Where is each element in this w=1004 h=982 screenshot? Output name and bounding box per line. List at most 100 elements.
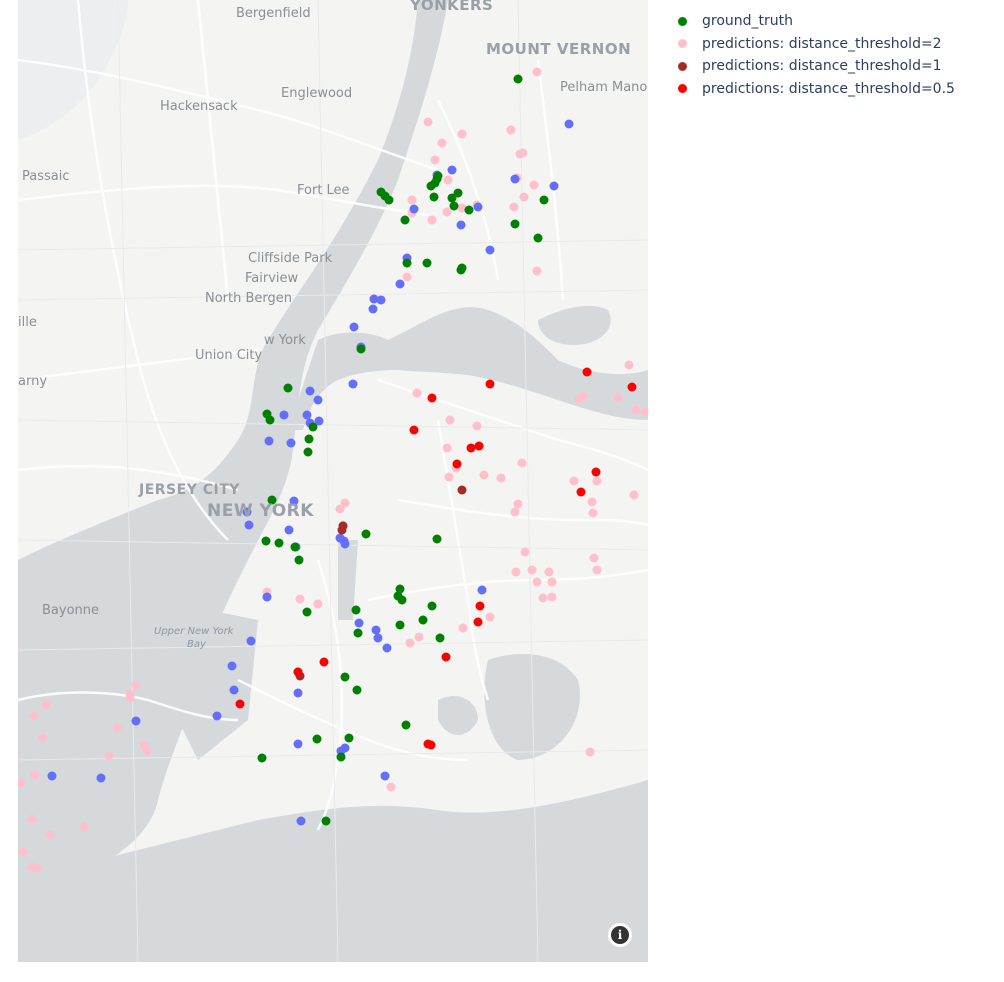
ground-truth-marker[interactable] [265,415,275,425]
threshold-2-marker[interactable] [405,638,415,648]
threshold-2-marker[interactable] [437,138,447,148]
threshold-2-marker[interactable] [79,822,89,832]
ground-truth-marker[interactable] [401,720,411,730]
threshold-2-marker[interactable] [112,723,122,733]
blue-marker[interactable] [369,294,379,304]
ground-truth-marker[interactable] [294,555,304,565]
blue-marker[interactable] [564,119,574,129]
threshold-2-marker[interactable] [518,148,528,158]
blue-marker[interactable] [229,685,239,695]
threshold-2-marker[interactable] [414,632,424,642]
blue-marker[interactable] [227,661,237,671]
ground-truth-marker[interactable] [308,422,318,432]
ground-truth-marker[interactable] [257,753,267,763]
blue-marker[interactable] [262,592,272,602]
threshold-2-marker[interactable] [386,782,396,792]
legend-item-threshold-2[interactable]: predictions: distance_threshold=2 [676,33,955,56]
ground-truth-marker[interactable] [303,447,313,457]
blue-marker[interactable] [510,174,520,184]
blue-marker[interactable] [339,536,349,546]
ground-truth-marker[interactable] [283,383,293,393]
threshold-2-marker[interactable] [588,508,598,518]
threshold-2-marker[interactable] [538,593,548,603]
threshold-2-marker[interactable] [529,180,539,190]
blue-marker[interactable] [96,773,106,783]
threshold-2-marker[interactable] [45,830,55,840]
threshold-0-5-marker[interactable] [576,487,586,497]
ground-truth-marker[interactable] [340,672,350,682]
blue-marker[interactable] [380,771,390,781]
threshold-2-marker[interactable] [520,547,530,557]
ground-truth-marker[interactable] [402,258,412,268]
ground-truth-marker[interactable] [510,219,520,229]
blue-marker[interactable] [549,181,559,191]
blue-marker[interactable] [242,507,252,517]
ground-truth-marker[interactable] [395,620,405,630]
threshold-2-marker[interactable] [496,473,506,483]
ground-truth-marker[interactable] [427,601,437,611]
blue-marker[interactable] [305,386,315,396]
threshold-2-marker[interactable] [457,203,467,213]
ground-truth-marker[interactable] [274,538,284,548]
threshold-0-5-marker[interactable] [582,367,592,377]
blue-marker[interactable] [456,220,466,230]
ground-truth-marker[interactable] [447,193,457,203]
threshold-2-marker[interactable] [29,711,39,721]
threshold-2-marker[interactable] [104,751,114,761]
threshold-0-5-marker[interactable] [235,699,245,709]
threshold-2-marker[interactable] [613,393,623,403]
threshold-1-marker[interactable] [337,525,347,535]
threshold-2-marker[interactable] [295,594,305,604]
blue-marker[interactable] [289,496,299,506]
blue-marker[interactable] [286,438,296,448]
ground-truth-marker[interactable] [435,633,445,643]
ground-truth-marker[interactable] [432,174,442,184]
blue-marker[interactable] [264,436,274,446]
threshold-2-marker[interactable] [547,577,557,587]
ground-truth-marker[interactable] [304,434,314,444]
threshold-0-5-marker[interactable] [441,652,451,662]
threshold-0-5-marker[interactable] [409,425,419,435]
blue-marker[interactable] [473,202,483,212]
threshold-2-marker[interactable] [335,504,345,514]
blue-marker[interactable] [477,585,487,595]
threshold-2-marker[interactable] [547,592,557,602]
threshold-2-marker[interactable] [513,499,523,509]
threshold-2-marker[interactable] [407,195,417,205]
threshold-2-marker[interactable] [458,623,468,633]
threshold-0-5-marker[interactable] [466,443,476,453]
threshold-0-5-marker[interactable] [485,379,495,389]
ground-truth-marker[interactable] [513,74,523,84]
ground-truth-marker[interactable] [464,205,474,215]
legend-item-threshold-1[interactable]: predictions: distance_threshold=1 [676,55,955,78]
blue-marker[interactable] [340,743,350,753]
ground-truth-marker[interactable] [267,495,277,505]
threshold-2-marker[interactable] [427,215,437,225]
threshold-2-marker[interactable] [532,266,542,276]
blue-marker[interactable] [376,295,386,305]
ground-truth-marker[interactable] [302,607,312,617]
threshold-2-marker[interactable] [30,770,40,780]
ground-truth-marker[interactable] [352,685,362,695]
ground-truth-marker[interactable] [426,181,436,191]
threshold-2-marker[interactable] [527,565,537,575]
threshold-2-marker[interactable] [532,577,542,587]
threshold-2-marker[interactable] [41,700,51,710]
threshold-2-marker[interactable] [519,192,529,202]
blue-marker[interactable] [284,525,294,535]
threshold-2-marker[interactable] [592,565,602,575]
threshold-2-marker[interactable] [27,814,37,824]
threshold-2-marker[interactable] [624,360,634,370]
ground-truth-marker[interactable] [290,542,300,552]
threshold-2-marker[interactable] [587,497,597,507]
info-button[interactable]: i [608,923,632,947]
threshold-2-marker[interactable] [442,443,452,453]
blue-marker[interactable] [296,816,306,826]
threshold-2-marker[interactable] [32,863,42,873]
threshold-2-marker[interactable] [509,202,519,212]
threshold-2-marker[interactable] [479,470,489,480]
threshold-2-marker[interactable] [629,490,639,500]
threshold-2-marker[interactable] [631,405,641,415]
threshold-2-marker[interactable] [569,476,579,486]
blue-marker[interactable] [313,395,323,405]
